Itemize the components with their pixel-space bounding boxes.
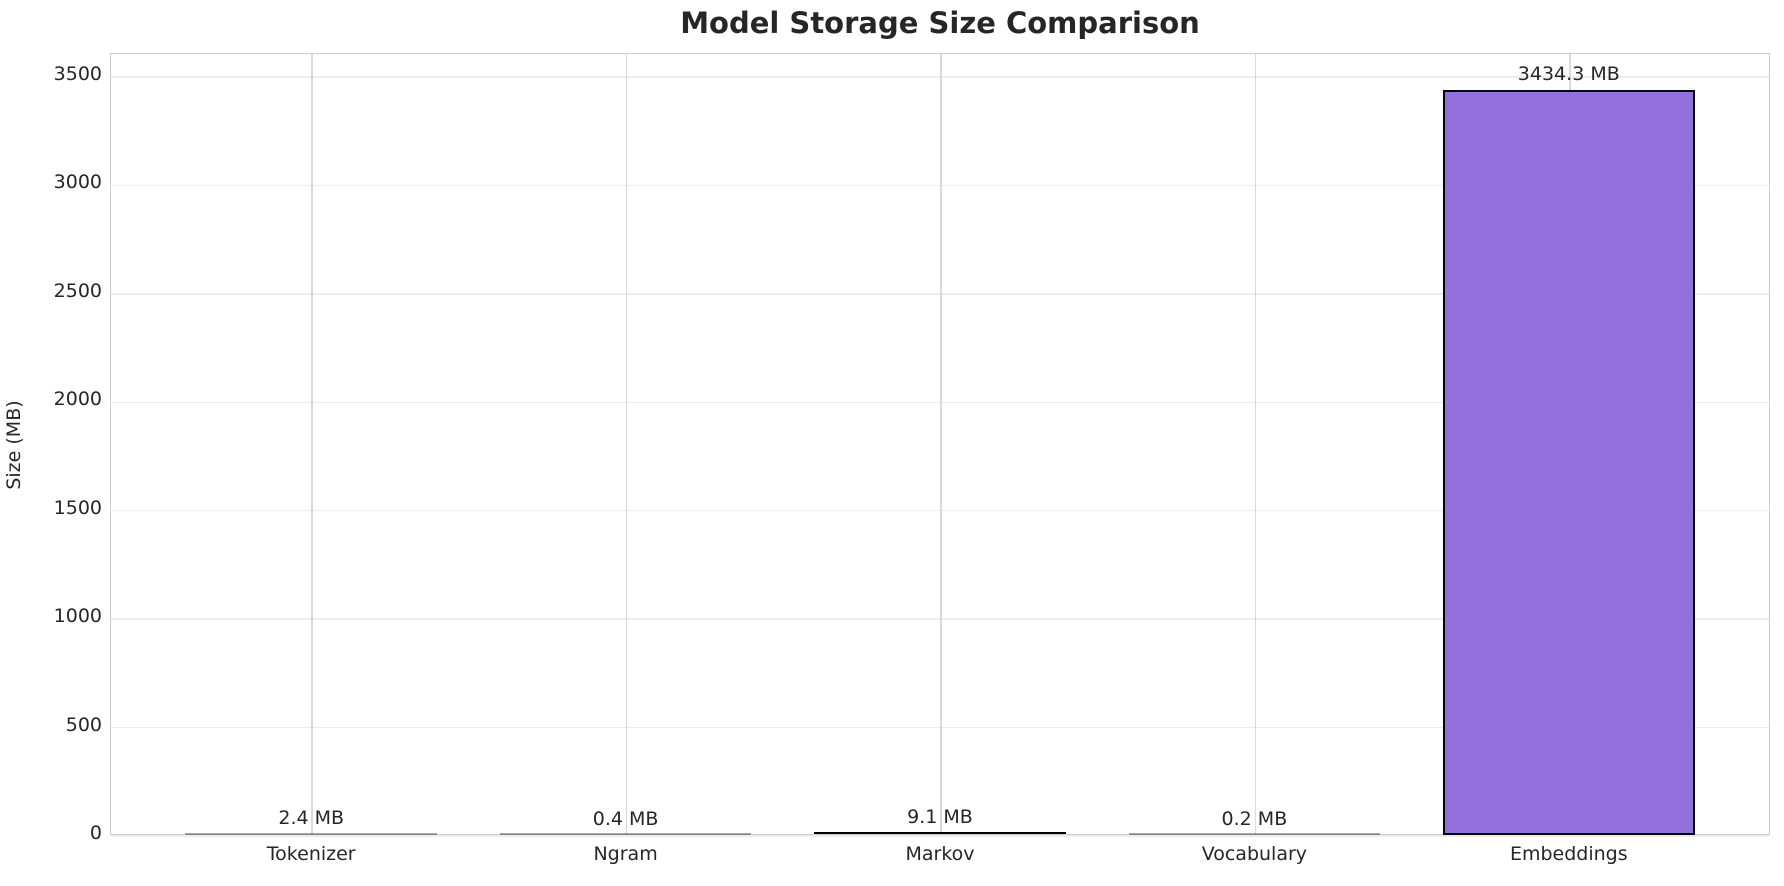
bar-value-label: 3434.3 MB xyxy=(1517,63,1620,86)
y-tick-label: 3500 xyxy=(53,62,102,85)
h-gridline xyxy=(111,618,1769,620)
bar-value-label: 2.4 MB xyxy=(278,807,345,830)
y-tick-label: 1500 xyxy=(53,496,102,519)
x-tick-label: Markov xyxy=(905,843,975,865)
y-tick-label: 2000 xyxy=(53,388,102,411)
v-gridline xyxy=(1254,54,1257,834)
y-tick-label: 3000 xyxy=(53,171,102,194)
chart-title: Model Storage Size Comparison xyxy=(680,6,1200,40)
x-tick-label: Ngram xyxy=(593,843,658,865)
h-gridline xyxy=(111,401,1769,404)
bar xyxy=(814,832,1066,835)
bar-value-label: 9.1 MB xyxy=(907,806,973,829)
y-tick-label: 1000 xyxy=(53,605,102,628)
y-tick-label: 500 xyxy=(65,713,102,736)
bar xyxy=(1443,90,1695,835)
v-gridline xyxy=(311,54,313,834)
x-tick-label: Vocabulary xyxy=(1201,843,1308,865)
x-tick-label: Embeddings xyxy=(1509,843,1628,865)
v-gridline xyxy=(625,54,628,834)
y-tick-label: 2500 xyxy=(53,279,102,302)
h-gridline xyxy=(111,726,1769,729)
bar xyxy=(499,833,752,835)
h-gridline xyxy=(111,835,1769,837)
h-gridline xyxy=(111,293,1769,295)
h-gridline xyxy=(111,509,1769,512)
h-gridline xyxy=(111,76,1769,78)
v-gridline xyxy=(940,54,942,834)
bar-value-label: 0.2 MB xyxy=(1221,807,1288,830)
bar xyxy=(1128,833,1381,835)
bar-value-label: 0.4 MB xyxy=(592,807,659,830)
x-tick-label: Tokenizer xyxy=(266,843,356,865)
y-tick-label: 0 xyxy=(89,822,102,844)
h-gridline xyxy=(111,184,1769,187)
bar xyxy=(185,833,437,835)
